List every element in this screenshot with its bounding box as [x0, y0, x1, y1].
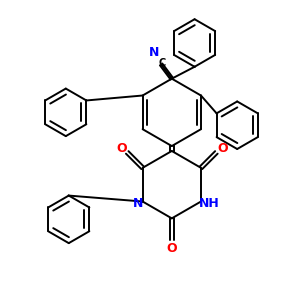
Text: O: O — [167, 242, 177, 255]
Text: NH: NH — [199, 197, 219, 210]
Text: O: O — [217, 142, 228, 155]
Text: N: N — [133, 197, 143, 210]
Text: C: C — [158, 58, 166, 68]
Text: N: N — [148, 46, 159, 59]
Text: O: O — [116, 142, 127, 155]
